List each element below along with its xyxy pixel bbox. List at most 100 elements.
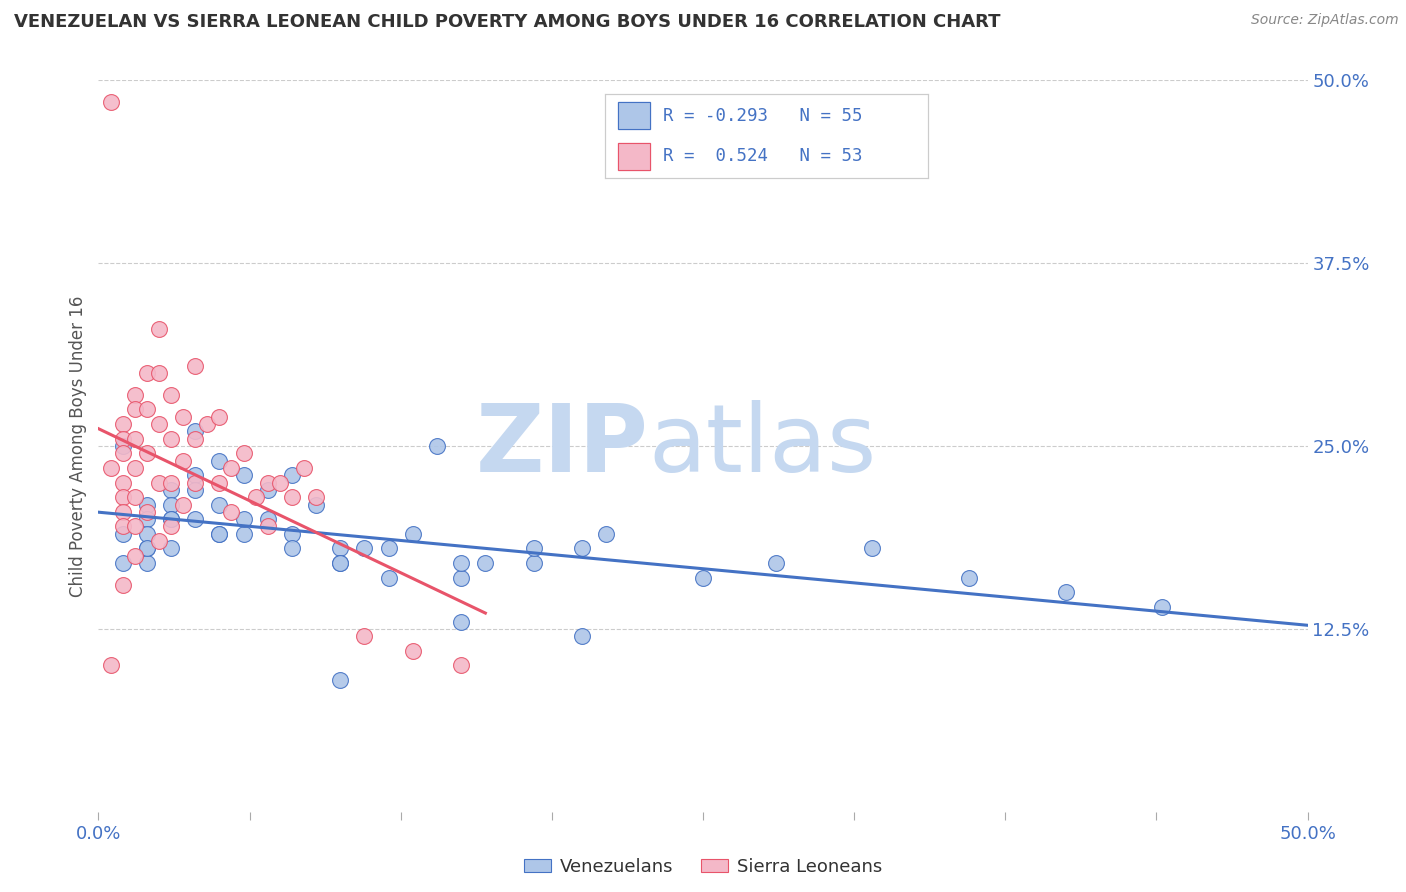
- Point: [135, 402, 157, 417]
- Point: [111, 446, 134, 460]
- Point: [184, 425, 207, 439]
- Point: [208, 409, 231, 424]
- Point: [111, 490, 134, 504]
- Point: [256, 512, 278, 526]
- Point: [208, 526, 231, 541]
- Point: [208, 526, 231, 541]
- Point: [329, 556, 352, 570]
- Point: [184, 359, 207, 373]
- Point: [111, 475, 134, 490]
- Point: [111, 432, 134, 446]
- Point: [135, 541, 157, 556]
- Point: [208, 453, 231, 467]
- Point: [860, 541, 883, 556]
- Point: [160, 519, 183, 533]
- Legend: Venezuelans, Sierra Leoneans: Venezuelans, Sierra Leoneans: [517, 851, 889, 883]
- Point: [160, 541, 183, 556]
- Point: [160, 498, 183, 512]
- Point: [135, 505, 157, 519]
- Bar: [617, 143, 650, 169]
- Point: [135, 556, 157, 570]
- Point: [221, 505, 243, 519]
- Point: [765, 556, 787, 570]
- Point: [221, 461, 243, 475]
- Point: [184, 468, 207, 483]
- Point: [281, 468, 304, 483]
- Y-axis label: Child Poverty Among Boys Under 16: Child Poverty Among Boys Under 16: [69, 295, 87, 597]
- Bar: [617, 103, 650, 129]
- Point: [245, 490, 267, 504]
- Point: [160, 432, 183, 446]
- Point: [256, 475, 278, 490]
- Bar: [617, 103, 650, 129]
- Point: [232, 526, 254, 541]
- Point: [160, 475, 183, 490]
- Point: [329, 556, 352, 570]
- Text: atlas: atlas: [648, 400, 877, 492]
- Point: [595, 526, 617, 541]
- Point: [957, 571, 980, 585]
- Point: [184, 483, 207, 497]
- Point: [450, 615, 472, 629]
- Point: [305, 490, 328, 504]
- Point: [111, 439, 134, 453]
- Point: [172, 453, 194, 467]
- Point: [172, 409, 194, 424]
- Point: [450, 571, 472, 585]
- Point: [148, 475, 170, 490]
- Point: [124, 461, 146, 475]
- Point: [292, 461, 315, 475]
- Point: [111, 505, 134, 519]
- Point: [160, 388, 183, 402]
- Point: [135, 366, 157, 380]
- Point: [329, 541, 352, 556]
- Point: [256, 483, 278, 497]
- Point: [571, 629, 593, 643]
- Point: [124, 549, 146, 563]
- Point: [184, 432, 207, 446]
- Point: [353, 541, 375, 556]
- Point: [124, 388, 146, 402]
- Point: [305, 498, 328, 512]
- Point: [111, 526, 134, 541]
- Point: [377, 541, 399, 556]
- Point: [232, 446, 254, 460]
- Point: [124, 519, 146, 533]
- Point: [1152, 599, 1174, 614]
- Text: VENEZUELAN VS SIERRA LEONEAN CHILD POVERTY AMONG BOYS UNDER 16 CORRELATION CHART: VENEZUELAN VS SIERRA LEONEAN CHILD POVER…: [14, 13, 1001, 31]
- Point: [450, 556, 472, 570]
- Point: [281, 541, 304, 556]
- Point: [523, 556, 546, 570]
- Point: [111, 556, 134, 570]
- Point: [1054, 585, 1077, 599]
- Point: [232, 512, 254, 526]
- Point: [474, 556, 496, 570]
- Point: [160, 483, 183, 497]
- Point: [208, 498, 231, 512]
- Point: [160, 512, 183, 526]
- Point: [148, 417, 170, 431]
- Point: [195, 417, 218, 431]
- Point: [523, 541, 546, 556]
- Point: [172, 498, 194, 512]
- Point: [135, 498, 157, 512]
- Point: [571, 541, 593, 556]
- Point: [184, 512, 207, 526]
- Point: [426, 439, 449, 453]
- Point: [450, 658, 472, 673]
- Text: R = -0.293   N = 55: R = -0.293 N = 55: [662, 107, 862, 125]
- Point: [100, 95, 122, 110]
- Point: [160, 512, 183, 526]
- Point: [377, 571, 399, 585]
- Point: [256, 519, 278, 533]
- Point: [124, 402, 146, 417]
- Text: ZIP: ZIP: [475, 400, 648, 492]
- Point: [208, 475, 231, 490]
- Point: [353, 629, 375, 643]
- Point: [135, 512, 157, 526]
- Point: [232, 468, 254, 483]
- Point: [135, 541, 157, 556]
- Point: [281, 526, 304, 541]
- Text: R =  0.524   N = 53: R = 0.524 N = 53: [662, 147, 862, 165]
- Point: [111, 578, 134, 592]
